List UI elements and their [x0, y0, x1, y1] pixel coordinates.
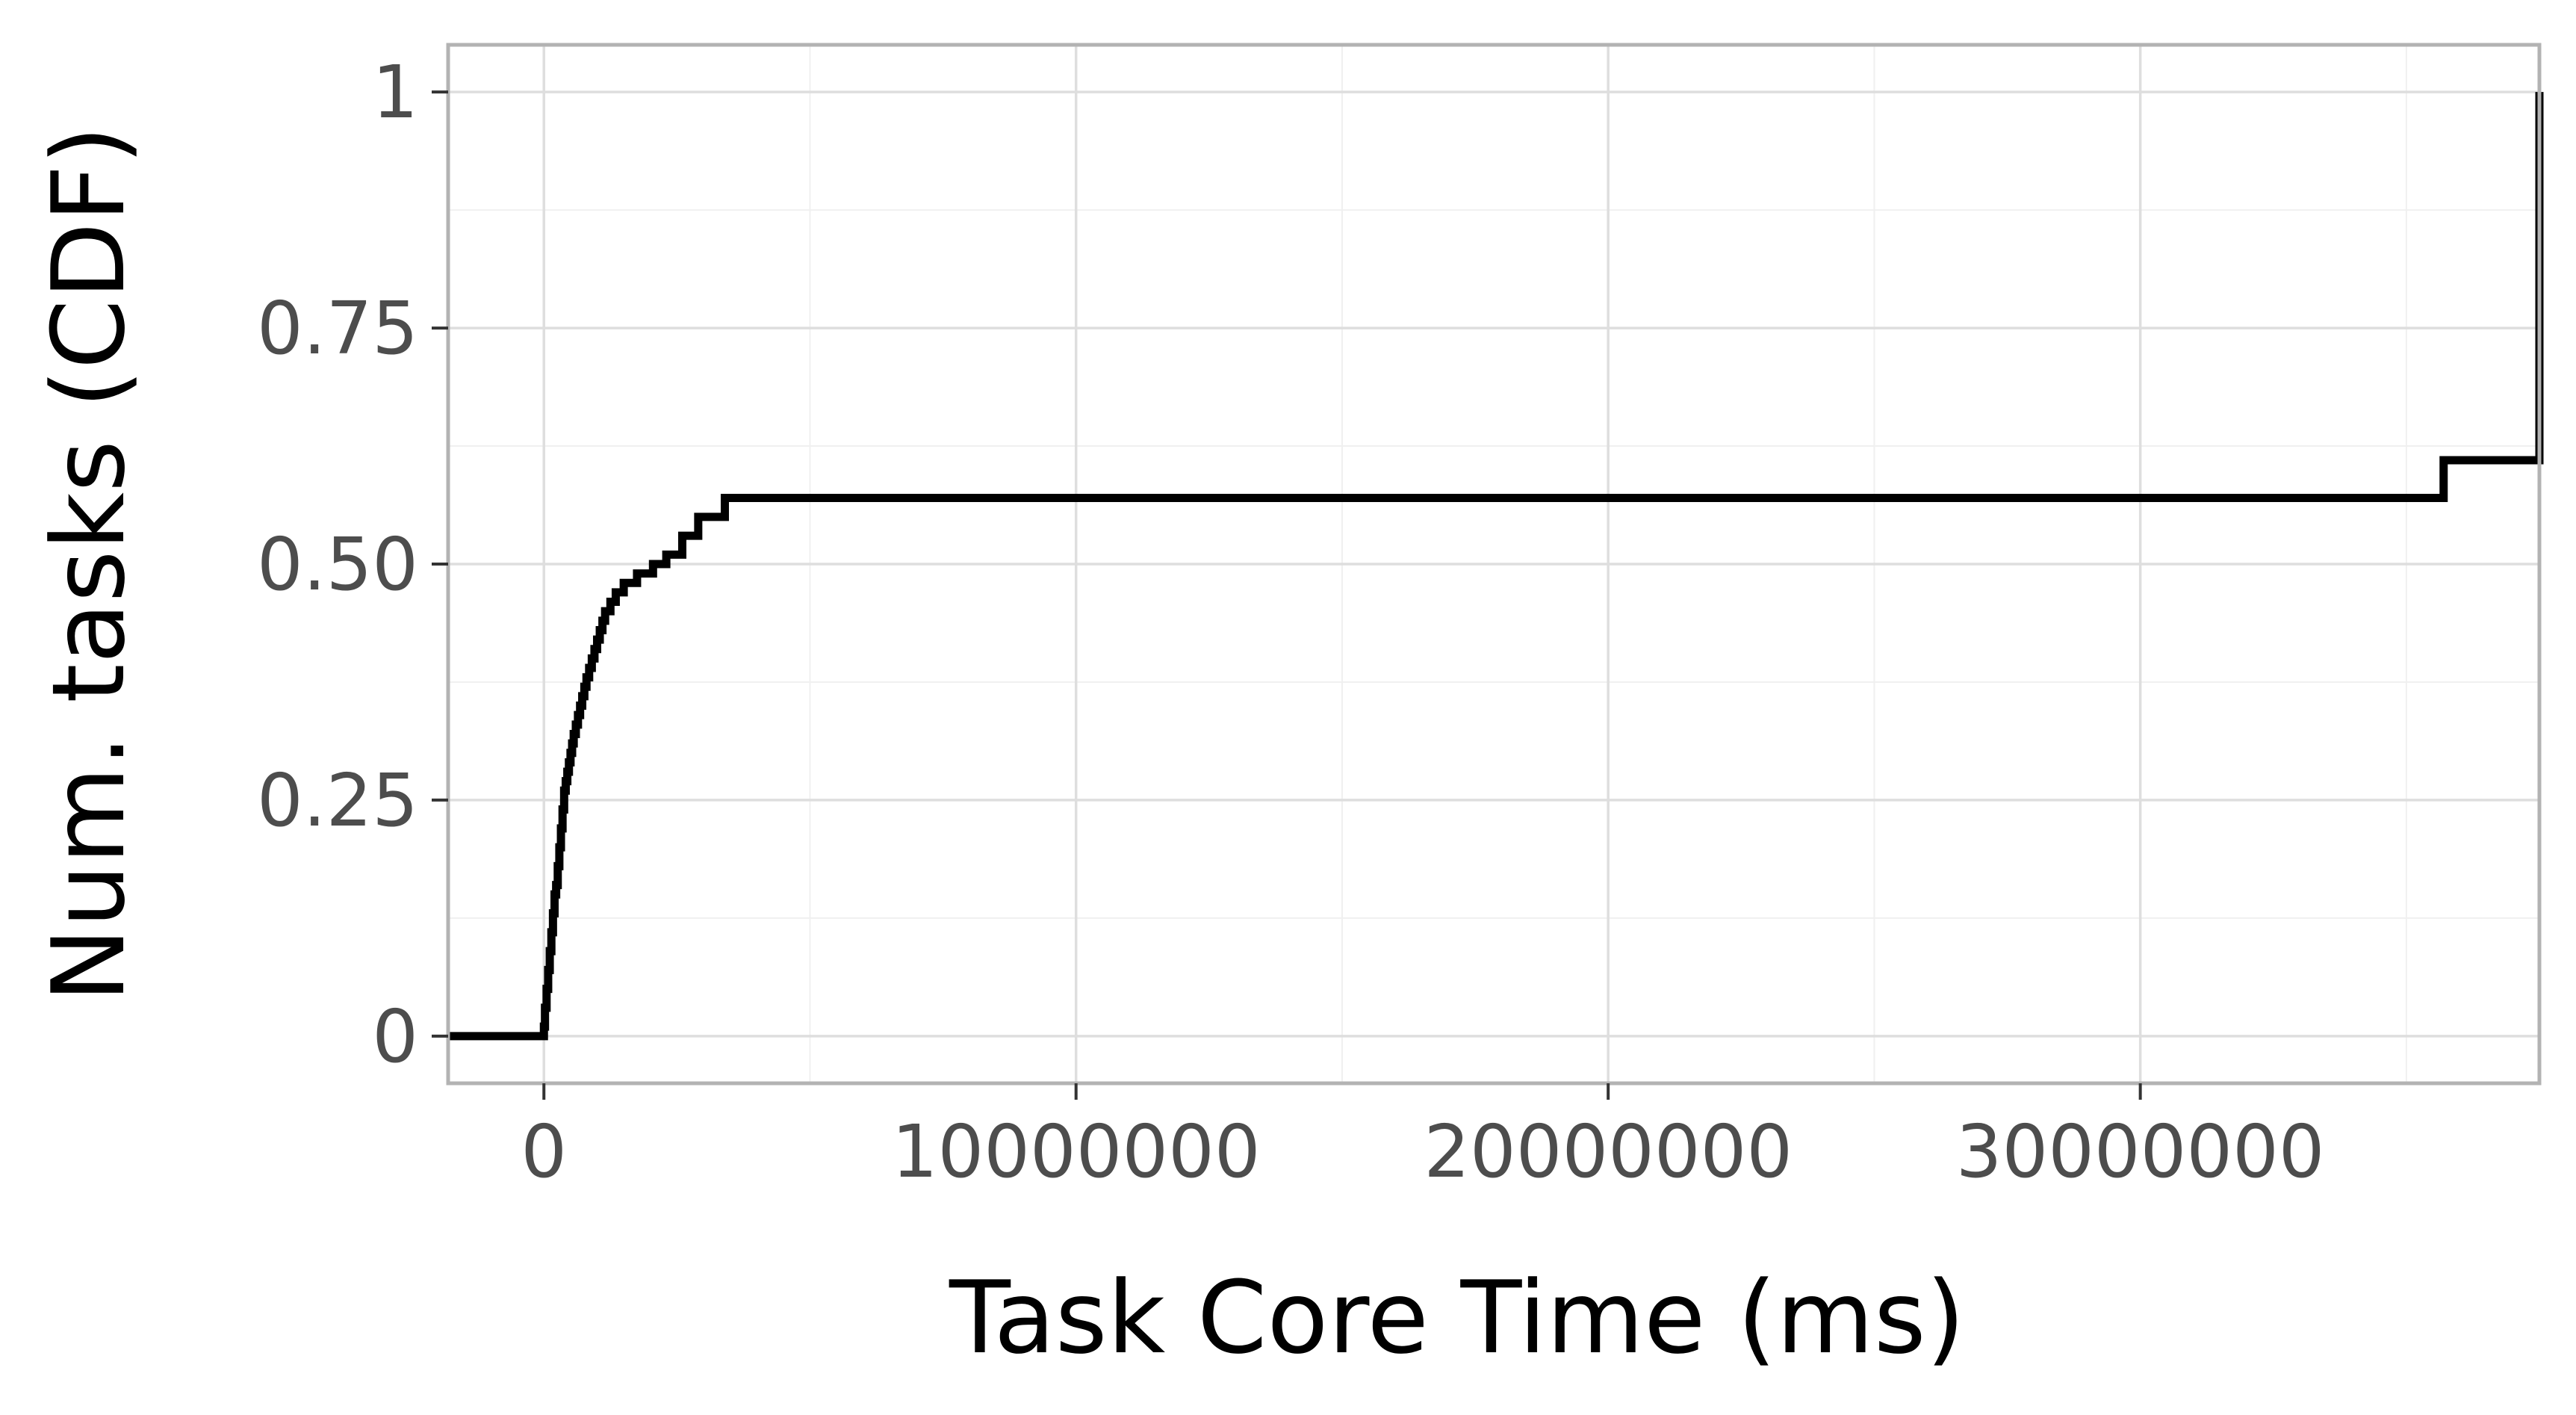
y-tick-label: 1	[372, 50, 418, 134]
y-axis: 0 0.25 0.50 0.75 1	[257, 50, 448, 1079]
x-tick-label: 0	[521, 1109, 567, 1194]
cdf-step-line	[448, 92, 2544, 1041]
major-gridlines	[448, 45, 2539, 1083]
y-axis-title: Num. tasks (CDF)	[31, 126, 147, 1003]
x-tick-label: 20000000	[1424, 1109, 1793, 1194]
series-layer	[448, 92, 2544, 1041]
y-tick-label: 0.50	[257, 522, 418, 607]
x-tick-label: 10000000	[892, 1109, 1261, 1194]
y-tick-label: 0.25	[257, 758, 418, 843]
y-tick-label: 0	[372, 994, 418, 1079]
x-tick-label: 30000000	[1956, 1109, 2325, 1194]
x-axis-title: Task Core Time (ms)	[949, 1260, 1965, 1376]
y-tick-label: 0.75	[257, 286, 418, 371]
x-axis: 0 10000000 20000000 30000000	[521, 1083, 2325, 1194]
